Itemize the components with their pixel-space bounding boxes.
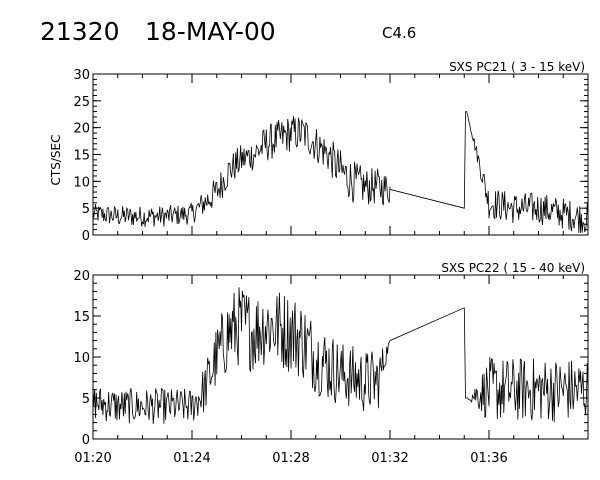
flare-class: C4.6 bbox=[382, 24, 416, 42]
xtick-label: 01:36 bbox=[470, 451, 507, 466]
panel-pc22-series-line bbox=[92, 287, 589, 424]
panel-pc21-ytick-label: 30 bbox=[73, 68, 90, 83]
panel-pc21-ytick-label: 15 bbox=[73, 149, 90, 164]
event-date: 18-MAY-00 bbox=[145, 17, 276, 46]
panel-pc22-ytick-label: 20 bbox=[73, 269, 90, 284]
event-number: 21320 bbox=[40, 17, 120, 46]
panel-pc21-ytick-label: 5 bbox=[82, 202, 90, 217]
panel-pc22-frame bbox=[92, 274, 589, 440]
panel-pc21-ytick-label: 25 bbox=[73, 95, 90, 110]
panel-pc21-ytick-label: 0 bbox=[82, 229, 90, 244]
panel-pc21-ytick-label: 10 bbox=[73, 175, 90, 190]
panel-pc21-title: SXS PC21 ( 3 - 15 keV) bbox=[449, 60, 585, 74]
panel-pc22-title: SXS PC22 ( 15 - 40 keV) bbox=[441, 261, 585, 275]
xtick-label: 01:20 bbox=[74, 451, 111, 466]
panel-pc21-ytick-label: 20 bbox=[73, 122, 90, 137]
panel-pc22-ytick-label: 10 bbox=[73, 351, 90, 366]
panel-pc22: SXS PC22 ( 15 - 40 keV) 0 5 10 15 20 01:20 01:… bbox=[73, 261, 589, 466]
xtick-label: 01:28 bbox=[272, 451, 309, 466]
panel-pc21-ylabel: CTS/SEC bbox=[49, 135, 63, 186]
panel-pc22-ytick-label: 15 bbox=[73, 310, 90, 325]
xtick-label: 01:32 bbox=[371, 451, 408, 466]
panel-pc21: SXS PC21 ( 3 - 15 keV) CTS/SEC 0 5 10 15 20 2… bbox=[49, 60, 589, 244]
xtick-label: 01:24 bbox=[173, 451, 210, 466]
panel-pc22-ytick-label: 5 bbox=[82, 392, 90, 407]
panel-pc22-ytick-label: 0 bbox=[82, 433, 90, 448]
panel-pc21-series-line bbox=[92, 111, 589, 233]
